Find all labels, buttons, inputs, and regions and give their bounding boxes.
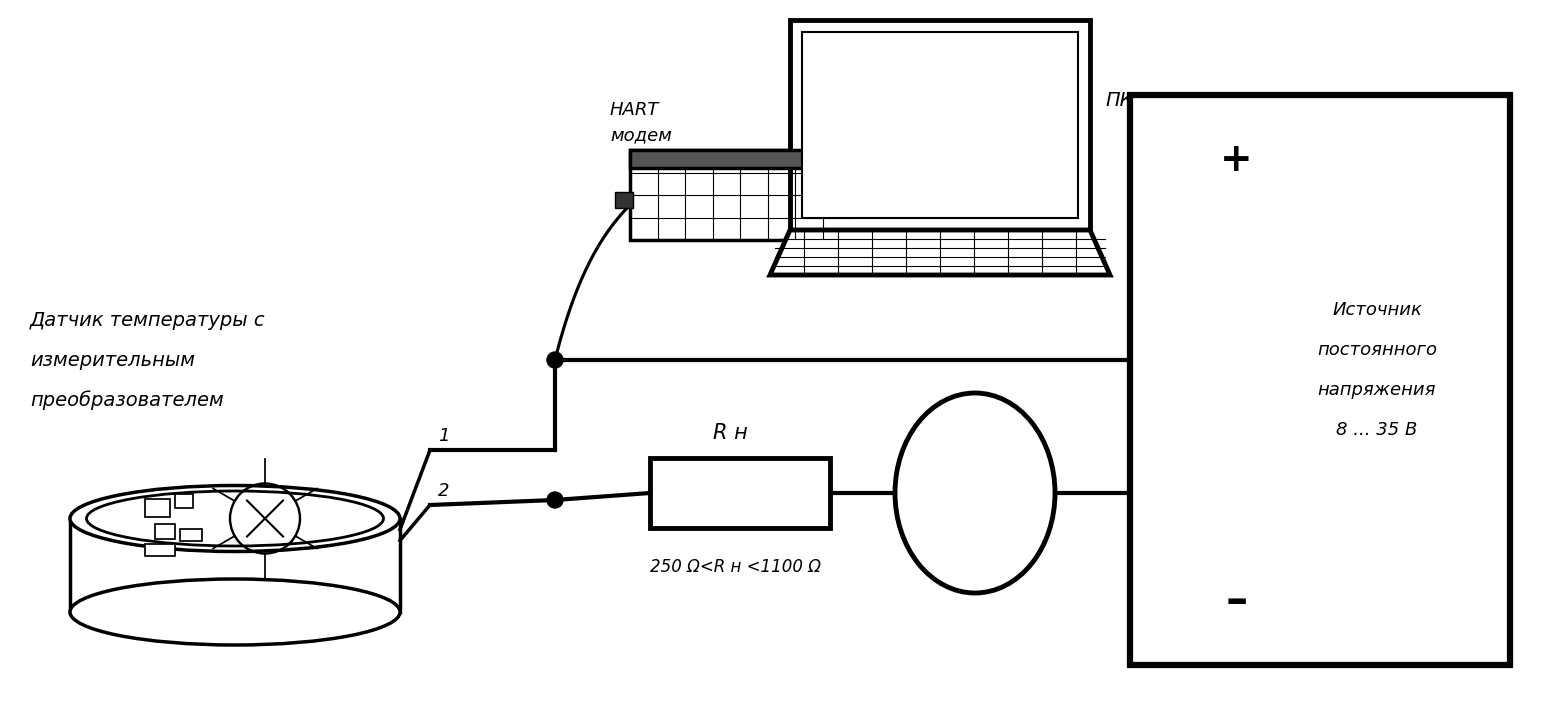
Text: напряжения: напряжения	[1318, 381, 1436, 399]
Bar	[155, 523, 176, 539]
Text: модем: модем	[611, 126, 671, 144]
Text: R н: R н	[713, 423, 747, 443]
Ellipse shape	[70, 579, 399, 645]
Ellipse shape	[895, 393, 1055, 593]
Text: +: +	[1220, 141, 1253, 179]
Circle shape	[547, 352, 563, 368]
Text: постоянного: постоянного	[1316, 341, 1437, 359]
Text: 8 ... 35 В: 8 ... 35 В	[1336, 421, 1417, 439]
Text: измерительным: измерительным	[30, 350, 194, 370]
Circle shape	[547, 492, 563, 508]
Text: 1: 1	[438, 427, 449, 445]
Bar	[145, 544, 176, 556]
Text: Источник: Источник	[1332, 301, 1422, 319]
Text: HART: HART	[611, 101, 659, 119]
Bar	[802, 32, 1078, 218]
Bar	[650, 458, 830, 528]
Text: ПК: ПК	[1105, 91, 1133, 109]
Bar	[789, 20, 1089, 230]
Text: 250 Ω<R н <1100 Ω: 250 Ω<R н <1100 Ω	[650, 558, 821, 576]
Bar	[629, 150, 850, 168]
Ellipse shape	[70, 485, 399, 551]
Ellipse shape	[87, 491, 384, 546]
Text: 2: 2	[438, 482, 449, 500]
Polygon shape	[769, 230, 1110, 275]
Bar	[1130, 95, 1510, 665]
Bar	[176, 493, 193, 508]
Text: mA: mA	[957, 483, 993, 503]
Bar	[145, 498, 169, 516]
Text: преобразователем: преобразователем	[30, 390, 224, 410]
Bar	[180, 528, 202, 541]
Text: –: –	[1225, 579, 1248, 621]
Bar	[629, 150, 850, 240]
Bar	[615, 192, 632, 208]
Text: Датчик температуры с: Датчик температуры с	[30, 311, 266, 329]
